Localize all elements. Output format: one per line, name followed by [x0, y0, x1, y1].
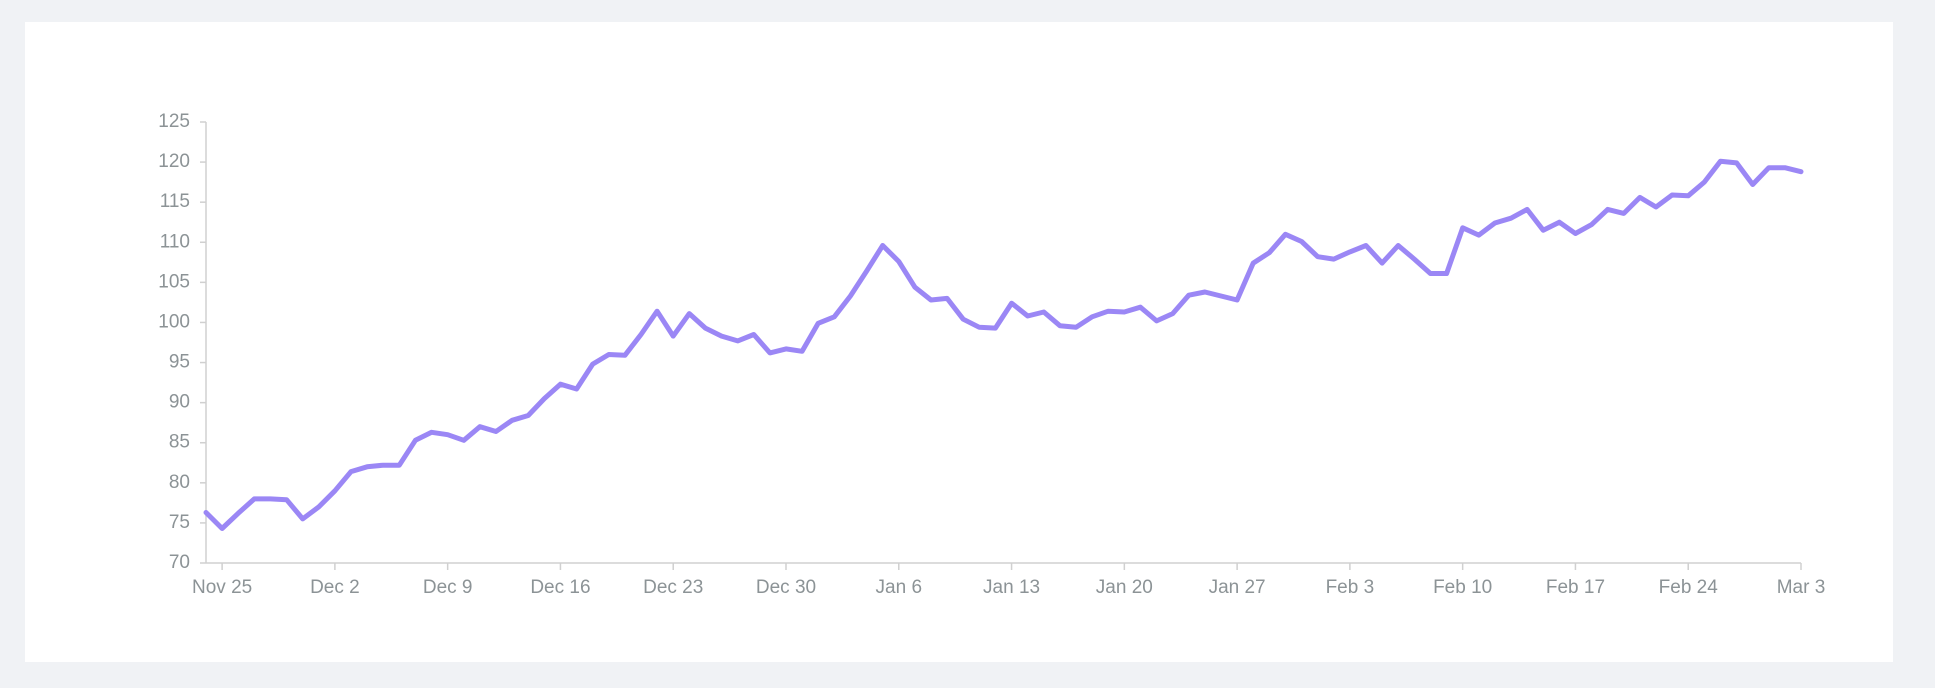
- x-tick-label: Dec 2: [310, 577, 360, 598]
- x-tick-label: Feb 17: [1546, 577, 1605, 598]
- y-tick-label: 120: [158, 151, 190, 172]
- y-tick-label: 70: [169, 552, 190, 573]
- y-tick-label: 85: [169, 432, 190, 453]
- x-tick-label: Dec 23: [643, 577, 703, 598]
- y-tick-label: 105: [158, 271, 190, 292]
- x-tick-label: Feb 10: [1433, 577, 1492, 598]
- x-tick-label: Feb 3: [1326, 577, 1375, 598]
- x-tick-label: Dec 9: [423, 577, 473, 598]
- y-tick-label: 125: [158, 111, 190, 132]
- x-tick-label: Jan 20: [1096, 577, 1153, 598]
- x-tick-label: Jan 6: [876, 577, 922, 598]
- x-tick-label: Nov 25: [192, 577, 252, 598]
- x-tick-label: Dec 30: [756, 577, 816, 598]
- x-tick-label: Dec 16: [530, 577, 590, 598]
- data-line: [203, 158, 1804, 531]
- x-tick-label: Mar 3: [1777, 577, 1826, 598]
- y-tick-label: 100: [158, 311, 190, 332]
- y-tick-label: 80: [169, 472, 190, 493]
- y-tick-label: 75: [169, 512, 190, 533]
- x-tick-label: Feb 24: [1659, 577, 1719, 598]
- y-tick-label: 90: [169, 392, 190, 413]
- x-tick-label: Jan 13: [983, 577, 1040, 598]
- x-tick-label: Jan 27: [1209, 577, 1266, 598]
- y-tick-label: 110: [160, 231, 190, 252]
- y-tick-label: 115: [160, 191, 190, 212]
- y-tick-label: 95: [169, 352, 190, 373]
- card: [25, 22, 1893, 662]
